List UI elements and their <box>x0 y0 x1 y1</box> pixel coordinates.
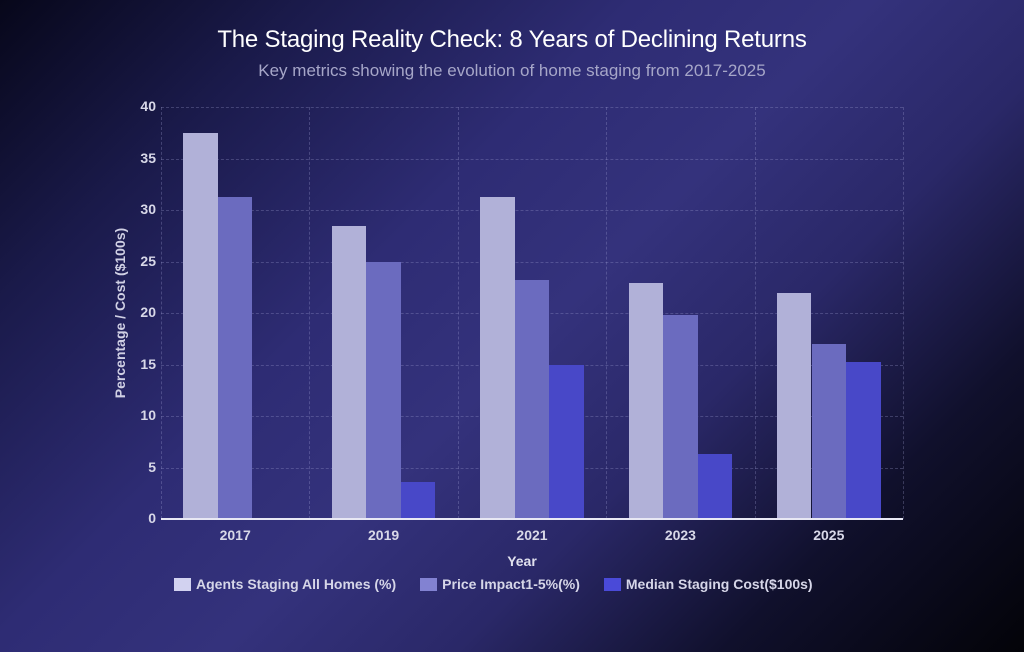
bar-agents-2025[interactable] <box>776 293 812 519</box>
bar-price-impact-2021[interactable] <box>514 280 550 519</box>
y-tick-label: 25 <box>140 252 156 269</box>
legend: Agents Staging All Homes (%) Price Impac… <box>174 576 837 592</box>
legend-label-median-cost: Median Staging Cost($100s) <box>625 576 813 592</box>
x-axis-label: Year <box>507 553 537 569</box>
y-tick-label: 40 <box>140 98 156 114</box>
y-tick-label: 0 <box>148 510 156 526</box>
chart-subtitle: Key metrics showing the evolution of hom… <box>258 61 766 80</box>
bar-price-impact-2017[interactable] <box>217 196 253 519</box>
y-tick-label: 35 <box>140 149 156 166</box>
legend-label-agents: Agents Staging All Homes (%) <box>196 576 397 592</box>
bar-median-cost-2025[interactable] <box>846 362 881 519</box>
y-tick-label: 5 <box>148 458 156 475</box>
x-tick-label: 2017 <box>219 527 251 543</box>
y-tick-label: 30 <box>140 201 156 217</box>
legend-swatch-price-impact <box>420 577 438 591</box>
bar-agents-2017[interactable] <box>183 132 218 519</box>
h-gridline <box>161 107 903 108</box>
y-tick-label: 10 <box>140 407 156 423</box>
legend-swatch-agents <box>174 577 191 591</box>
plot-area <box>161 107 904 520</box>
bar-agents-2021[interactable] <box>480 196 515 519</box>
legend-label-price-impact: Price Impact1-5%(%) <box>442 576 580 592</box>
y-tick-label: 20 <box>140 304 156 320</box>
x-tick-label: 2019 <box>368 527 400 543</box>
v-gridline <box>754 107 756 519</box>
x-tick-label: 2021 <box>516 527 548 543</box>
v-gridline <box>309 107 311 519</box>
h-gridline <box>161 261 903 263</box>
bar-agents-2019[interactable] <box>331 226 367 519</box>
legend-item-median-cost[interactable]: Median Staging Cost($100s) <box>603 576 813 592</box>
v-gridline <box>606 107 608 519</box>
bar-agents-2023[interactable] <box>628 283 664 519</box>
x-axis-line <box>161 518 903 520</box>
v-gridline <box>903 107 904 519</box>
x-tick-label: 2023 <box>664 527 696 543</box>
bar-price-impact-2025[interactable] <box>811 343 847 519</box>
legend-item-agents[interactable]: Agents Staging All Homes (%) <box>174 576 396 592</box>
h-gridline <box>161 210 903 211</box>
bar-median-cost-2021[interactable] <box>549 364 584 519</box>
bar-price-impact-2019[interactable] <box>366 261 401 519</box>
legend-swatch-median-cost <box>603 577 621 591</box>
v-gridline <box>457 107 459 519</box>
bar-median-cost-2019[interactable] <box>400 481 436 519</box>
x-tick-label: 2025 <box>813 527 845 543</box>
chart-title: The Staging Reality Check: 8 Years of De… <box>217 26 807 53</box>
v-gridline <box>161 107 162 519</box>
h-gridline <box>161 158 903 160</box>
bar-price-impact-2023[interactable] <box>663 315 698 519</box>
bar-median-cost-2023[interactable] <box>697 454 733 519</box>
legend-item-price-impact[interactable]: Price Impact1-5%(%) <box>420 576 580 592</box>
y-tick-label: 15 <box>140 355 156 372</box>
